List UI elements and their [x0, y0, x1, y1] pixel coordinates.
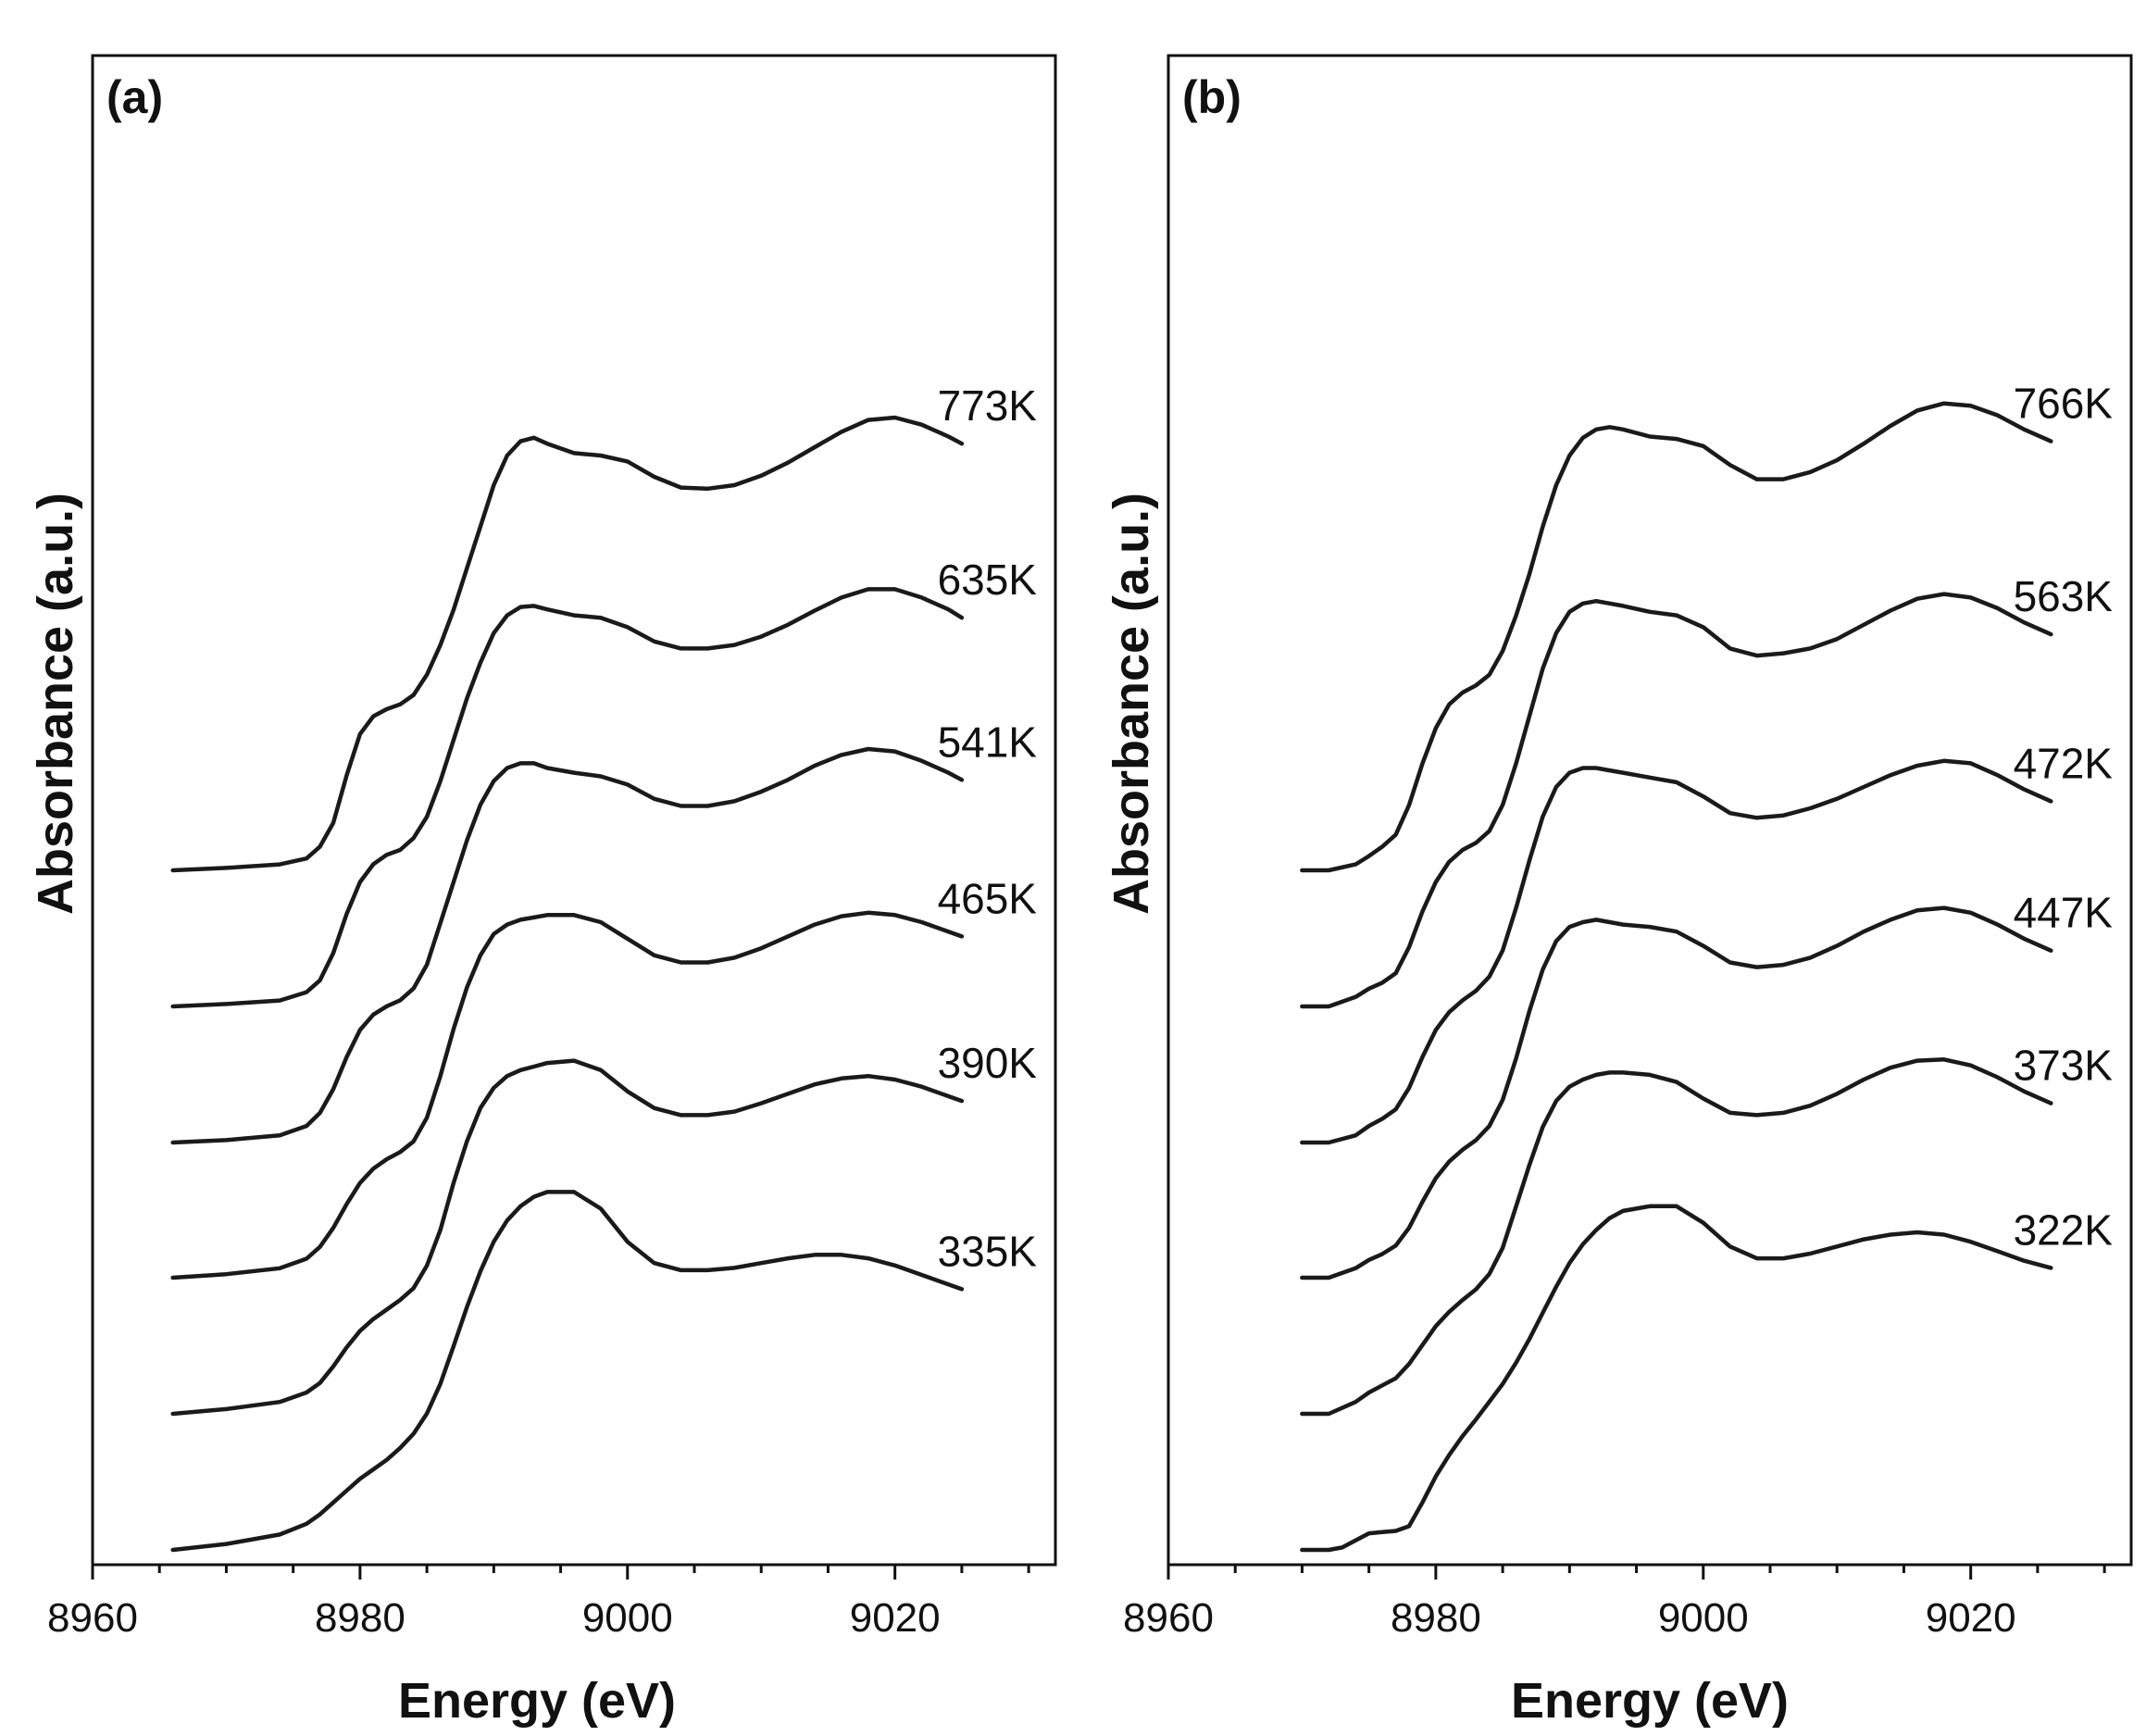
panel-label-b: (b): [1182, 71, 1241, 123]
series-label-322K: 322K: [2014, 1205, 2114, 1254]
x-tick-label: 9020: [850, 1595, 941, 1641]
series-labels-b: 766K 563K 472K 447K 373K 322K: [2014, 380, 2114, 1255]
x-tick-label: 9000: [1658, 1595, 1749, 1641]
series-label-635K: 635K: [938, 556, 1038, 604]
curves-a: [170, 415, 965, 1553]
series-label-465K: 465K: [938, 874, 1038, 922]
series-label-766K: 766K: [2014, 380, 2114, 428]
series-label-773K: 773K: [938, 381, 1038, 430]
x-tick-label: 9020: [1926, 1595, 2016, 1641]
series-line-322K: [1300, 1204, 2053, 1553]
series-line-465K: [170, 910, 965, 1280]
chart-panel-a: (a) Absorbance (a.u.) Energy (eV) 8960 89…: [28, 54, 1057, 1729]
x-tick-label: 8960: [1123, 1595, 1214, 1641]
x-tick-label: 8980: [315, 1595, 405, 1641]
series-label-447K: 447K: [2014, 889, 2114, 937]
series-line-472K: [1300, 758, 2053, 1145]
series-line-635K: [170, 587, 965, 1009]
series-label-541K: 541K: [938, 718, 1038, 766]
series-label-373K: 373K: [2014, 1042, 2114, 1090]
panel-label-a: (a): [106, 71, 163, 123]
series-line-335K: [170, 1190, 965, 1553]
series-line-447K: [1300, 905, 2053, 1280]
x-tick-label: 8980: [1391, 1595, 1481, 1641]
series-labels-a: 773K 635K 541K 465K 390K 335K: [938, 381, 1038, 1275]
curves-b: [1300, 401, 2053, 1553]
series-line-563K: [1300, 592, 2053, 1009]
x-tick-label: 9000: [582, 1595, 673, 1641]
plot-frame-a: [91, 54, 1057, 1567]
series-line-390K: [170, 1058, 965, 1417]
series-label-390K: 390K: [938, 1039, 1038, 1087]
x-ticks-a: 8960 8980 9000 9020: [47, 1565, 1030, 1641]
x-ticks-b: 8960 8980 9000 9020: [1123, 1565, 2106, 1641]
y-axis-title-b: Absorbance (a.u.): [1104, 493, 1159, 915]
series-label-335K: 335K: [938, 1227, 1038, 1275]
plot-frame-b: [1167, 54, 2133, 1567]
series-line-373K: [1300, 1057, 2053, 1417]
chart-panel-b: (b) Absorbance (a.u.) Energy (eV) 8960 89…: [1104, 54, 2133, 1729]
x-axis-title-a: Energy (eV): [398, 1673, 676, 1729]
series-line-773K: [170, 415, 965, 873]
x-tick-label: 8960: [47, 1595, 138, 1641]
series-label-563K: 563K: [2014, 572, 2114, 620]
x-axis-title-b: Energy (eV): [1511, 1673, 1789, 1729]
series-label-472K: 472K: [2014, 739, 2114, 787]
series-line-541K: [170, 746, 965, 1145]
y-axis-title-a: Absorbance (a.u.): [28, 493, 83, 915]
series-line-766K: [1300, 401, 2053, 873]
